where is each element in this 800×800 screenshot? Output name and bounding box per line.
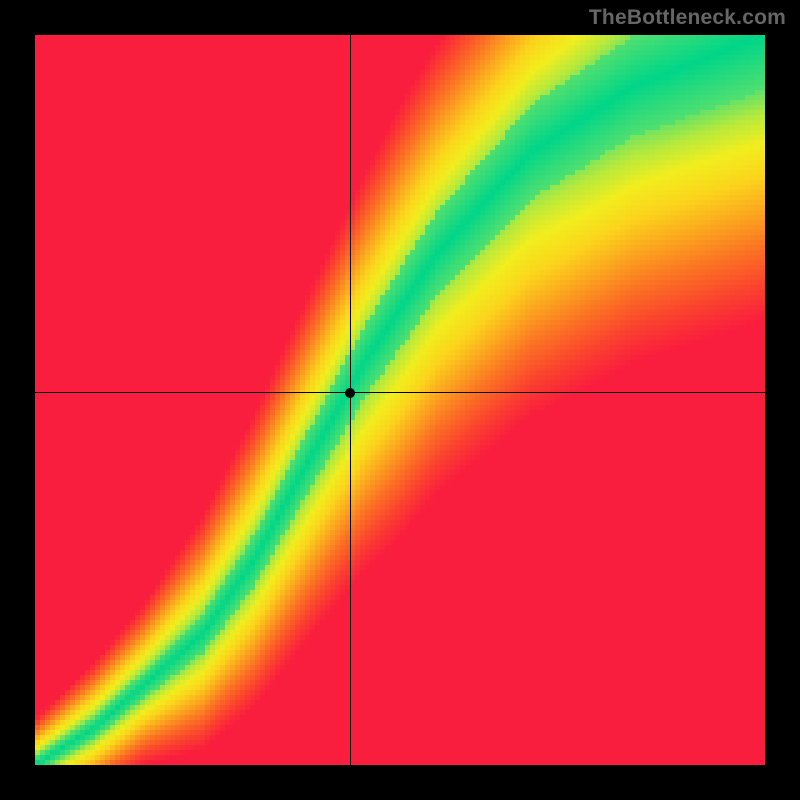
watermark-text: TheBottleneck.com xyxy=(589,6,786,30)
heatmap-canvas xyxy=(35,35,765,765)
marker-dot xyxy=(345,388,355,398)
heatmap-plot xyxy=(35,35,765,765)
chart-container: TheBottleneck.com xyxy=(0,0,800,800)
crosshair-horizontal xyxy=(35,392,765,394)
crosshair-vertical xyxy=(350,35,352,765)
